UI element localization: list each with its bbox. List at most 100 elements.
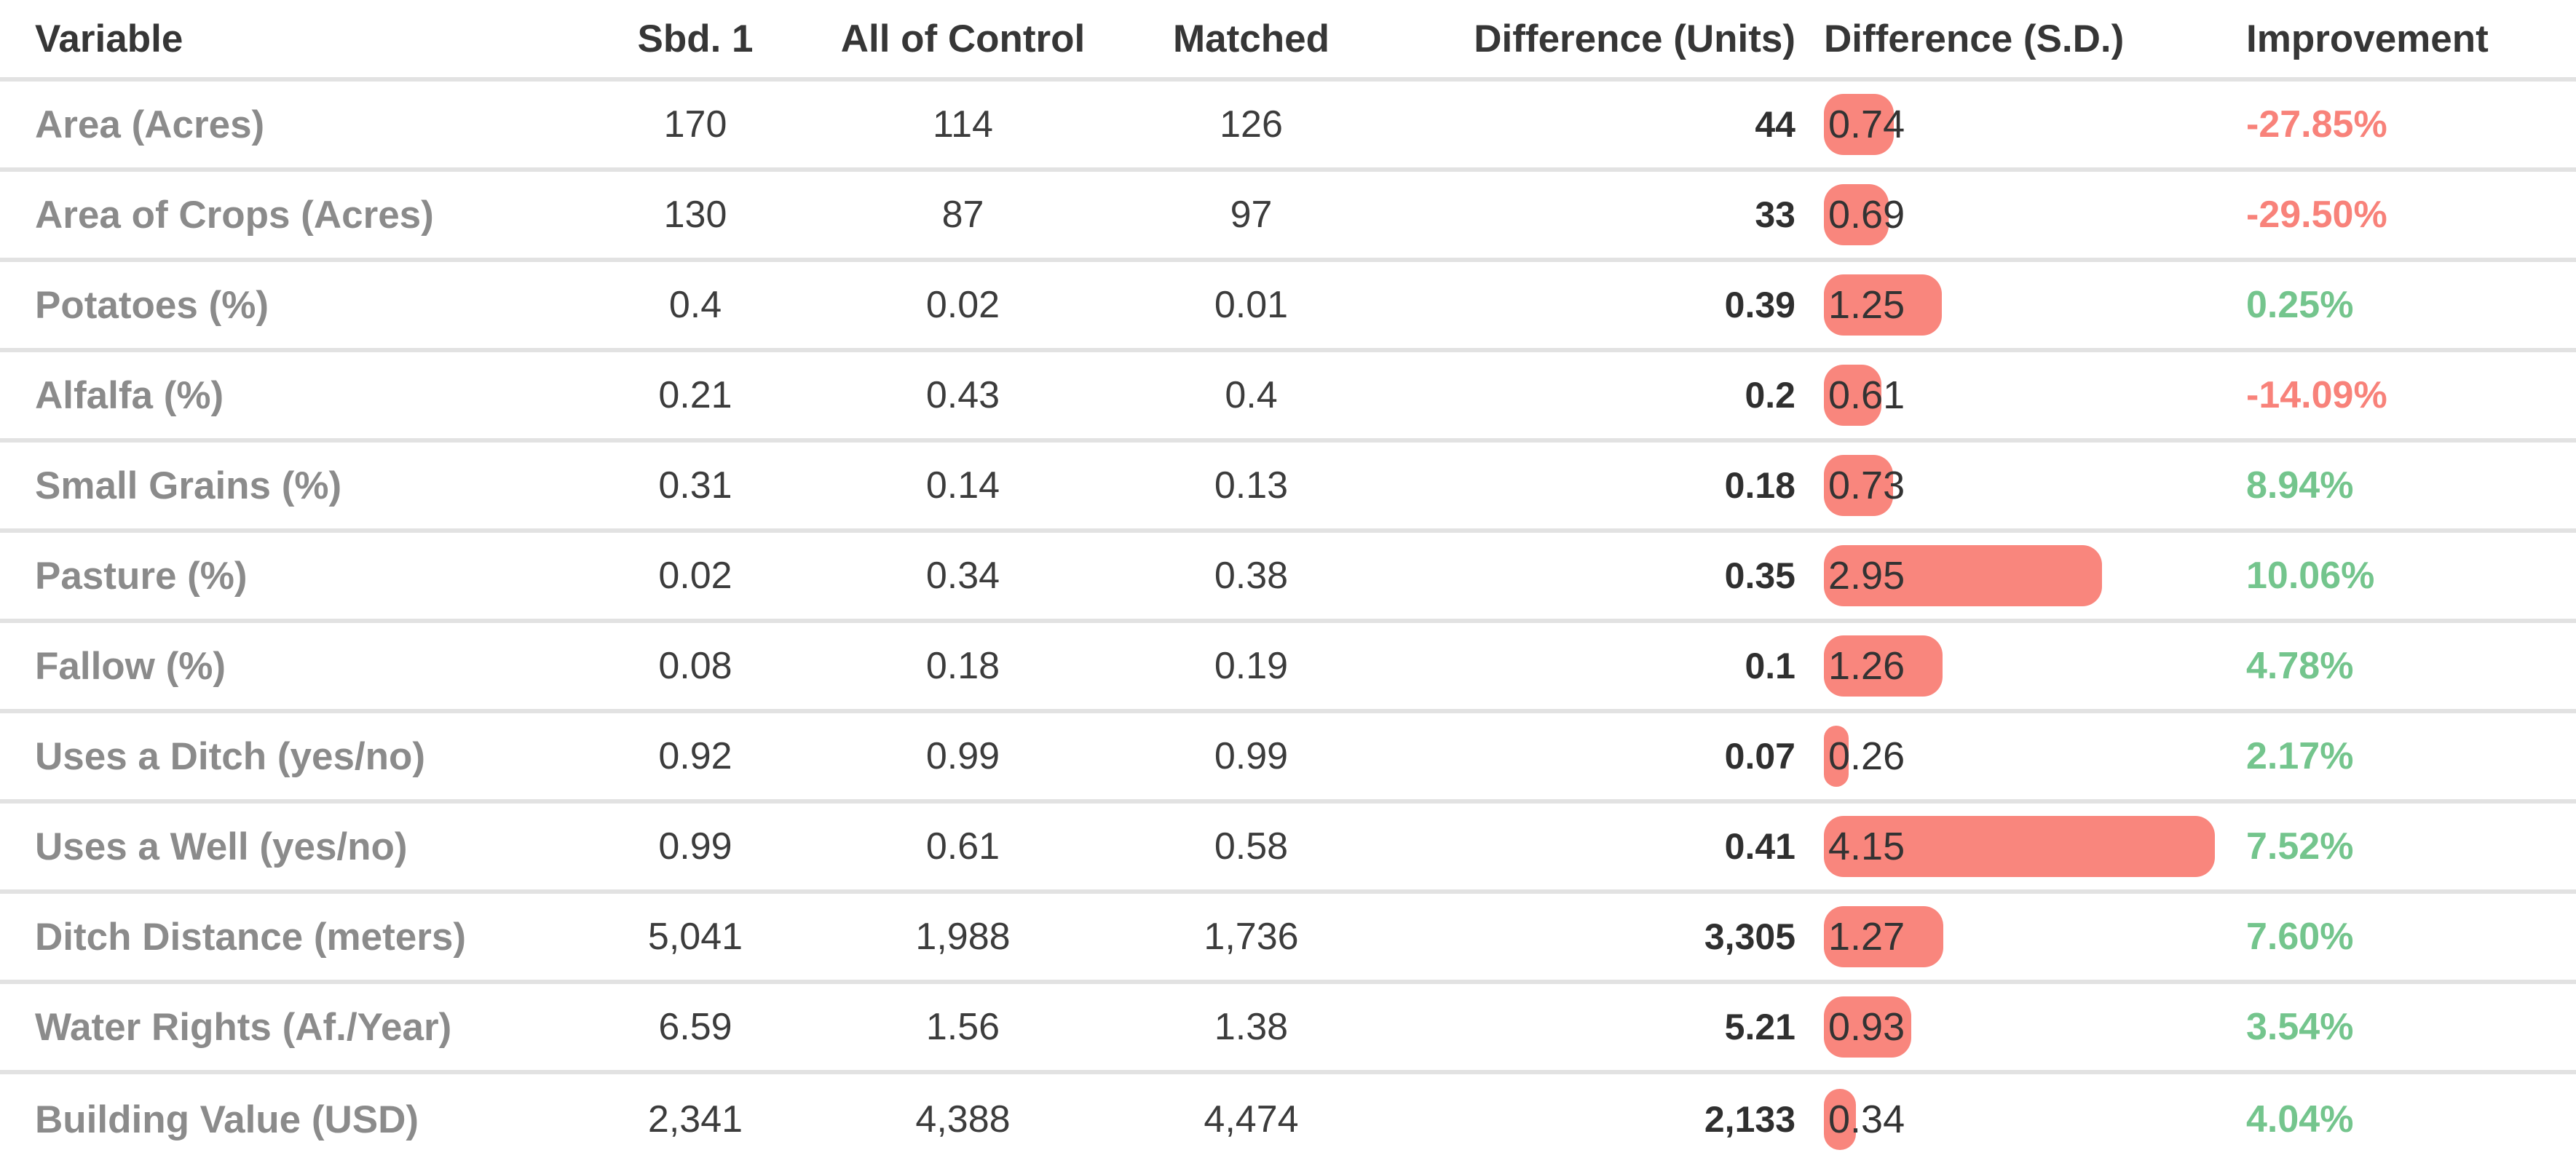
cell-sbd-1: 0.99: [658, 825, 732, 868]
sd-difference-bar: [1824, 726, 1849, 787]
cell-matched: 126: [1220, 103, 1283, 146]
row-variable-label: Small Grains (%): [35, 464, 342, 507]
cell-improvement: -14.09%: [2246, 374, 2387, 416]
cell-difference-units: 0.39: [1724, 285, 1795, 325]
cell-difference-sd: 0.73: [1801, 443, 2246, 528]
sd-value-label: 0.93: [1828, 1005, 1905, 1049]
cell-difference-units: 5.21: [1724, 1007, 1795, 1047]
cell-all-of-control: 0.14: [925, 464, 1000, 507]
cell-difference-sd: 4.15: [1801, 804, 2246, 889]
cell-improvement: 3.54%: [2246, 1006, 2354, 1048]
cell-improvement: 4.04%: [2246, 1098, 2354, 1141]
cell-difference-sd: 0.34: [1801, 1074, 2246, 1165]
table-row: Potatoes (%) 0.4 0.02 0.01 0.39 1.25 0.2…: [0, 262, 2576, 352]
cell-matched: 1.38: [1214, 1006, 1289, 1048]
cell-improvement: 2.17%: [2246, 735, 2354, 777]
cell-difference-sd: 0.26: [1801, 713, 2246, 799]
cell-improvement: 7.52%: [2246, 825, 2354, 868]
cell-matched: 1,736: [1204, 916, 1299, 958]
table-row: Building Value (USD) 2,341 4,388 4,474 2…: [0, 1074, 2576, 1165]
row-variable-label: Ditch Distance (meters): [35, 915, 467, 959]
cell-difference-units: 0.1: [1745, 646, 1795, 686]
cell-all-of-control: 0.61: [925, 825, 1000, 868]
cell-difference-units: 33: [1755, 194, 1795, 235]
cell-improvement: -27.85%: [2246, 103, 2387, 146]
sd-value-label: 0.73: [1828, 464, 1905, 507]
cell-difference-sd: 0.93: [1801, 984, 2246, 1070]
sd-difference-bar: [1824, 274, 1942, 336]
cell-sbd-1: 130: [663, 194, 727, 236]
cell-sbd-1: 0.08: [658, 645, 732, 687]
cell-difference-sd: 0.69: [1801, 172, 2246, 258]
table-row: Alfalfa (%) 0.21 0.43 0.4 0.2 0.61 -14.0…: [0, 352, 2576, 443]
cell-difference-sd: 0.74: [1801, 82, 2246, 167]
cell-matched: 0.99: [1214, 735, 1289, 777]
cell-all-of-control: 0.02: [925, 284, 1000, 326]
cell-all-of-control: 1,988: [915, 916, 1011, 958]
cell-improvement: 0.25%: [2246, 284, 2354, 326]
cell-difference-sd: 1.27: [1801, 894, 2246, 980]
cell-all-of-control: 87: [941, 194, 984, 236]
table-row: Pasture (%) 0.02 0.34 0.38 0.35 2.95 10.…: [0, 533, 2576, 623]
sd-difference-bar: [1824, 635, 1943, 697]
sd-difference-bar: [1824, 94, 1894, 155]
cell-matched: 0.19: [1214, 645, 1289, 687]
cell-sbd-1: 0.02: [658, 555, 732, 597]
sd-difference-bar: [1824, 455, 1893, 516]
sd-difference-bar: [1824, 816, 2215, 877]
sd-value-label: 1.26: [1828, 644, 1905, 688]
col-header-all-of-control: All of Control: [840, 17, 1086, 60]
cell-sbd-1: 6.59: [658, 1006, 732, 1048]
row-variable-label: Water Rights (Af./Year): [35, 1005, 452, 1049]
cell-difference-units: 2,133: [1704, 1099, 1795, 1140]
sd-difference-bar: [1824, 184, 1889, 245]
cell-difference-units: 0.2: [1745, 375, 1795, 416]
table-row: Ditch Distance (meters) 5,041 1,988 1,73…: [0, 894, 2576, 984]
cell-difference-sd: 2.95: [1801, 533, 2246, 619]
cell-improvement: -29.50%: [2246, 194, 2387, 236]
table-row: Area of Crops (Acres) 130 87 97 33 0.69 …: [0, 172, 2576, 262]
col-header-difference-sd: Difference (S.D.): [1824, 17, 2125, 60]
table-row: Fallow (%) 0.08 0.18 0.19 0.1 1.26 4.78%: [0, 623, 2576, 713]
sd-value-label: 4.15: [1828, 825, 1905, 868]
sd-value-label: 1.25: [1828, 283, 1905, 327]
row-variable-label: Area of Crops (Acres): [35, 193, 434, 237]
cell-difference-sd: 0.61: [1801, 352, 2246, 438]
cell-improvement: 10.06%: [2246, 555, 2375, 597]
row-variable-label: Fallow (%): [35, 644, 226, 688]
table-body: Area (Acres) 170 114 126 44 0.74 -27.85%…: [0, 82, 2576, 1165]
cell-matched: 97: [1230, 194, 1273, 236]
col-header-difference-units: Difference (Units): [1474, 17, 1795, 60]
sd-value-label: 0.26: [1828, 734, 1905, 778]
col-header-variable: Variable: [35, 17, 183, 60]
col-header-matched: Matched: [1173, 17, 1330, 60]
row-variable-label: Alfalfa (%): [35, 373, 224, 417]
row-variable-label: Pasture (%): [35, 554, 248, 598]
cell-difference-units: 0.07: [1724, 736, 1795, 777]
cell-improvement: 7.60%: [2246, 916, 2354, 958]
row-variable-label: Potatoes (%): [35, 283, 269, 327]
cell-improvement: 4.78%: [2246, 645, 2354, 687]
sd-difference-bar: [1824, 906, 1943, 967]
cell-matched: 4,474: [1204, 1098, 1299, 1141]
cell-sbd-1: 0.4: [668, 284, 722, 326]
cell-difference-sd: 1.26: [1801, 623, 2246, 709]
cell-difference-units: 0.18: [1724, 465, 1795, 506]
cell-all-of-control: 0.18: [925, 645, 1000, 687]
row-variable-label: Area (Acres): [35, 103, 265, 146]
table-row: Uses a Ditch (yes/no) 0.92 0.99 0.99 0.0…: [0, 713, 2576, 804]
table-row: Area (Acres) 170 114 126 44 0.74 -27.85%: [0, 82, 2576, 172]
sd-value-label: 2.95: [1828, 554, 1905, 598]
cell-matched: 0.01: [1214, 284, 1289, 326]
sd-difference-bar: [1824, 545, 2102, 606]
sd-difference-bar: [1824, 996, 1911, 1058]
cell-matched: 0.13: [1214, 464, 1289, 507]
sd-value-label: 0.74: [1828, 103, 1905, 146]
cell-all-of-control: 4,388: [915, 1098, 1011, 1141]
row-variable-label: Uses a Ditch (yes/no): [35, 734, 426, 778]
cell-all-of-control: 0.34: [925, 555, 1000, 597]
sd-value-label: 0.34: [1828, 1098, 1905, 1141]
cell-difference-units: 44: [1755, 104, 1795, 145]
